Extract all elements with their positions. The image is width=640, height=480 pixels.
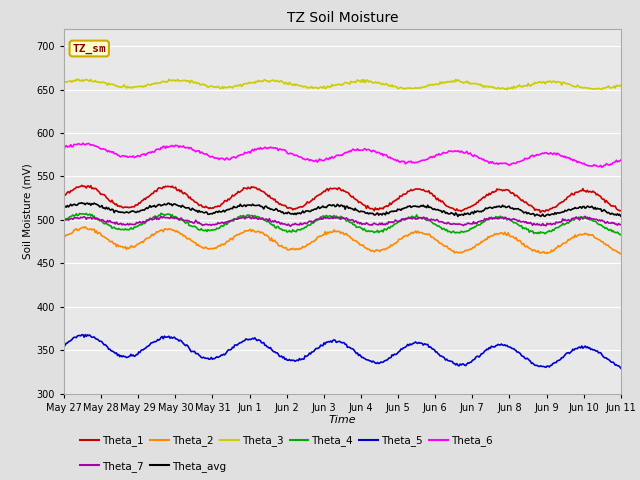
- Theta_7: [519, 219, 527, 225]
- Text: TZ_sm: TZ_sm: [72, 43, 106, 54]
- Theta_6: [326, 155, 333, 161]
- Theta_avg: [454, 214, 461, 219]
- Theta_4: [605, 228, 612, 233]
- Theta_2: [616, 251, 623, 256]
- Theta_2: [60, 234, 68, 240]
- Line: Theta_4: Theta_4: [64, 213, 621, 235]
- Theta_4: [157, 210, 165, 216]
- Theta_1: [60, 192, 68, 198]
- Line: Theta_5: Theta_5: [64, 335, 621, 368]
- Theta_3: [393, 84, 401, 90]
- Theta_3: [326, 84, 333, 90]
- Legend: Theta_7, Theta_avg: Theta_7, Theta_avg: [81, 461, 226, 472]
- Theta_6: [518, 158, 525, 164]
- Theta_3: [329, 83, 337, 89]
- Theta_avg: [393, 208, 401, 214]
- Theta_7: [606, 220, 614, 226]
- X-axis label: Time: Time: [328, 415, 356, 425]
- Theta_avg: [519, 208, 527, 214]
- Theta_3: [503, 87, 511, 93]
- Theta_avg: [606, 211, 614, 216]
- Theta_2: [329, 229, 337, 235]
- Theta_7: [330, 215, 338, 220]
- Theta_3: [519, 84, 527, 90]
- Theta_2: [393, 240, 401, 245]
- Line: Theta_7: Theta_7: [64, 216, 621, 226]
- Theta_avg: [78, 200, 86, 206]
- Theta_5: [617, 365, 625, 371]
- Theta_3: [75, 76, 83, 82]
- Theta_7: [327, 216, 335, 221]
- Theta_4: [326, 213, 333, 219]
- Theta_5: [362, 357, 370, 362]
- Theta_7: [617, 222, 625, 228]
- Theta_3: [60, 79, 68, 85]
- Theta_6: [617, 157, 625, 163]
- Theta_5: [518, 353, 525, 359]
- Theta_4: [60, 217, 68, 223]
- Theta_4: [518, 223, 525, 228]
- Theta_4: [393, 221, 401, 227]
- Theta_1: [536, 210, 544, 216]
- Theta_avg: [329, 202, 337, 208]
- Theta_4: [329, 214, 337, 219]
- Theta_2: [81, 224, 89, 229]
- Theta_avg: [60, 204, 68, 210]
- Theta_6: [79, 140, 87, 146]
- Line: Theta_6: Theta_6: [64, 143, 621, 168]
- Theta_2: [605, 242, 612, 248]
- Theta_5: [81, 332, 89, 337]
- Theta_5: [329, 337, 337, 343]
- Theta_1: [518, 198, 525, 204]
- Theta_3: [606, 85, 614, 91]
- Line: Theta_2: Theta_2: [64, 227, 621, 253]
- Theta_5: [393, 351, 401, 357]
- Theta_1: [329, 186, 337, 192]
- Theta_avg: [617, 213, 625, 219]
- Theta_3: [362, 77, 370, 83]
- Theta_1: [78, 182, 86, 188]
- Theta_1: [606, 201, 614, 207]
- Theta_7: [287, 223, 294, 229]
- Theta_7: [60, 216, 68, 222]
- Theta_6: [598, 165, 605, 170]
- Theta_6: [362, 147, 370, 153]
- Theta_6: [60, 146, 68, 152]
- Theta_7: [152, 214, 159, 219]
- Theta_avg: [362, 210, 370, 216]
- Theta_2: [617, 251, 625, 256]
- Line: Theta_3: Theta_3: [64, 79, 621, 90]
- Theta_7: [364, 221, 371, 227]
- Theta_avg: [326, 202, 333, 208]
- Theta_4: [362, 228, 370, 234]
- Theta_6: [329, 155, 337, 161]
- Line: Theta_avg: Theta_avg: [64, 203, 621, 216]
- Theta_1: [326, 186, 333, 192]
- Theta_1: [393, 197, 401, 203]
- Title: TZ Soil Moisture: TZ Soil Moisture: [287, 11, 398, 25]
- Theta_2: [326, 229, 333, 235]
- Theta_2: [362, 245, 370, 251]
- Theta_7: [394, 218, 401, 224]
- Theta_1: [617, 208, 625, 214]
- Theta_5: [326, 339, 333, 345]
- Theta_6: [606, 162, 614, 168]
- Theta_3: [617, 83, 625, 88]
- Y-axis label: Soil Moisture (mV): Soil Moisture (mV): [22, 163, 32, 259]
- Theta_5: [60, 343, 68, 349]
- Theta_6: [393, 158, 401, 164]
- Line: Theta_1: Theta_1: [64, 185, 621, 213]
- Theta_2: [518, 240, 525, 246]
- Theta_4: [617, 232, 625, 238]
- Theta_1: [362, 205, 370, 211]
- Theta_5: [605, 357, 612, 362]
